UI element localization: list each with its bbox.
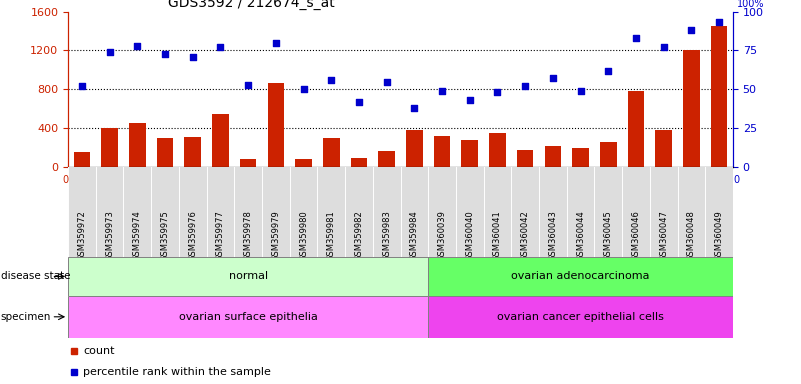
Bar xyxy=(184,137,201,167)
Bar xyxy=(101,128,118,167)
Point xyxy=(75,83,88,89)
Bar xyxy=(296,159,312,167)
Bar xyxy=(68,296,429,338)
Bar xyxy=(572,147,589,167)
Point xyxy=(408,105,421,111)
Bar xyxy=(378,152,395,167)
Bar xyxy=(434,136,450,167)
Text: normal: normal xyxy=(228,271,268,281)
Point xyxy=(658,44,670,50)
Bar xyxy=(157,138,173,167)
Text: specimen: specimen xyxy=(1,312,51,322)
Point xyxy=(159,50,171,56)
Point xyxy=(630,35,642,41)
Bar xyxy=(239,159,256,167)
Text: 0: 0 xyxy=(62,175,68,185)
Point xyxy=(325,77,338,83)
Point xyxy=(546,75,559,81)
Bar xyxy=(628,91,644,167)
Text: count: count xyxy=(83,346,115,356)
Point xyxy=(242,81,255,88)
Bar xyxy=(129,123,146,167)
Text: 0: 0 xyxy=(733,175,739,185)
Point xyxy=(269,40,282,46)
Bar xyxy=(74,152,91,167)
Bar xyxy=(68,257,429,296)
Text: ovarian surface epithelia: ovarian surface epithelia xyxy=(179,312,317,322)
Bar xyxy=(489,133,505,167)
Bar xyxy=(351,158,367,167)
Text: disease state: disease state xyxy=(1,271,70,281)
Bar xyxy=(710,26,727,167)
Bar xyxy=(406,130,423,167)
Bar xyxy=(429,296,733,338)
Point xyxy=(713,19,726,25)
Point xyxy=(602,68,614,74)
Bar xyxy=(545,146,562,167)
Bar xyxy=(461,140,478,167)
Point xyxy=(463,97,476,103)
Text: 100%: 100% xyxy=(737,0,765,9)
Bar xyxy=(212,114,229,167)
Point xyxy=(685,27,698,33)
Point xyxy=(131,43,143,49)
Point xyxy=(103,49,116,55)
Text: ovarian cancer epithelial cells: ovarian cancer epithelial cells xyxy=(497,312,664,322)
Point xyxy=(574,88,587,94)
Point xyxy=(491,89,504,96)
Bar xyxy=(683,50,700,167)
Point xyxy=(297,86,310,92)
Point xyxy=(214,44,227,50)
Point xyxy=(187,53,199,60)
Point xyxy=(436,88,449,94)
Text: percentile rank within the sample: percentile rank within the sample xyxy=(83,367,272,377)
Bar xyxy=(655,130,672,167)
Bar xyxy=(600,142,617,167)
Text: ovarian adenocarcinoma: ovarian adenocarcinoma xyxy=(511,271,650,281)
Bar xyxy=(268,83,284,167)
Point xyxy=(380,78,393,84)
Point xyxy=(352,99,365,105)
Bar xyxy=(517,149,533,167)
Text: GDS3592 / 212674_s_at: GDS3592 / 212674_s_at xyxy=(168,0,335,10)
Bar xyxy=(323,138,340,167)
Bar xyxy=(429,257,733,296)
Point xyxy=(519,83,532,89)
